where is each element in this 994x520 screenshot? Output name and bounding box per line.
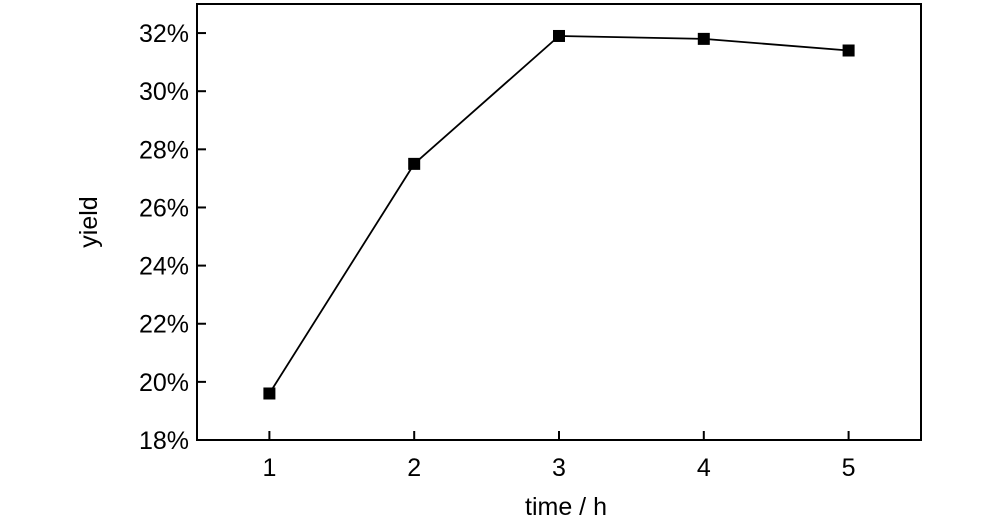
data-point-marker (408, 157, 421, 170)
series-line (268, 35, 849, 394)
y-tick-label: 24% (139, 253, 189, 281)
plot-frame (196, 3, 922, 441)
data-point-marker (553, 29, 565, 42)
x-tick-label: 2 (407, 454, 421, 482)
x-axis: 1 2 3 4 5 (262, 431, 856, 482)
x-tick-label: 3 (552, 454, 566, 482)
y-tick-label: 20% (139, 369, 189, 397)
y-tick-label: 30% (139, 78, 189, 106)
data-point-marker (263, 387, 276, 400)
y-tick-label: 18% (139, 427, 189, 455)
x-axis-title: time / h (525, 493, 607, 520)
series-markers (263, 29, 855, 400)
data-point-marker (697, 32, 710, 45)
x-tick-label: 5 (842, 454, 856, 482)
y-tick-label: 26% (139, 194, 189, 222)
y-axis: 18% 20% 22% 24% 26% 28% 30% 32% (139, 20, 206, 455)
y-tick-label: 32% (139, 20, 189, 48)
data-point-marker (842, 44, 855, 57)
x-tick-label: 4 (697, 454, 711, 482)
y-tick-label: 28% (139, 136, 189, 164)
x-tick-label: 1 (262, 454, 276, 482)
y-axis-title: yield (75, 196, 103, 247)
y-tick-label: 22% (139, 311, 189, 339)
